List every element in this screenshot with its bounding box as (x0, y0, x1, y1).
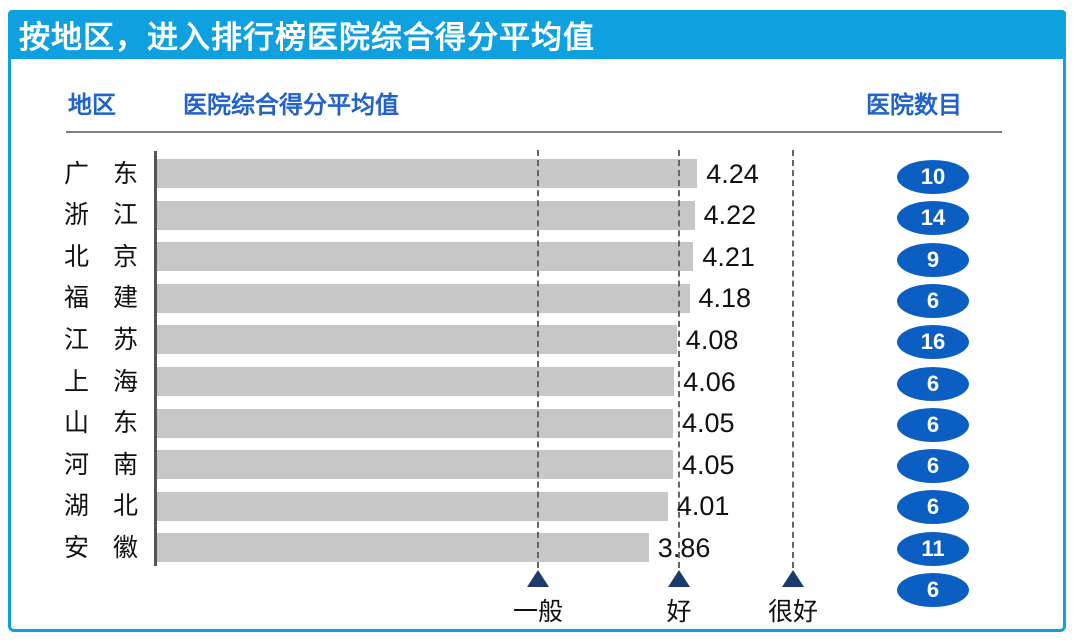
region-label: 河南 (64, 450, 138, 480)
triangle-marker-icon (782, 570, 804, 587)
score-value-label: 4.24 (706, 158, 759, 189)
region-label-char: 湖 (64, 492, 90, 521)
region-label-char: 京 (112, 242, 138, 271)
region-label: 浙江 (64, 200, 138, 230)
column-header-count: 医院数目 (866, 92, 962, 119)
score-bar (157, 242, 694, 272)
score-bar (157, 408, 673, 438)
region-label-char: 广 (64, 159, 90, 188)
region-label: 安徽 (64, 533, 138, 563)
score-bar (157, 491, 668, 521)
region-label-char: 苏 (112, 325, 138, 354)
score-value-label: 4.05 (682, 449, 735, 480)
region-label-char: 建 (112, 284, 138, 313)
triangle-marker-icon (527, 570, 549, 587)
y-axis-line (154, 151, 157, 566)
score-value-label: 4.08 (685, 324, 739, 355)
reference-dashed-line (537, 150, 539, 568)
score-value-label: 4.01 (676, 491, 730, 522)
score-value-label: 3.86 (657, 532, 711, 563)
region-label-char: 南 (112, 450, 138, 479)
score-value-label: 4.18 (698, 283, 752, 314)
hospital-count-badge: 6 (897, 573, 969, 607)
score-bar (157, 283, 690, 313)
hospital-count-badge: 6 (897, 449, 969, 484)
triangle-marker-icon (668, 570, 690, 587)
column-header-region: 地区 (68, 92, 116, 119)
region-label-char: 东 (112, 409, 138, 438)
score-value-label: 4.21 (702, 241, 755, 272)
hospital-count-badge: 16 (897, 325, 969, 360)
hospital-count-badge: 6 (897, 407, 969, 442)
score-bar (157, 325, 677, 355)
hospital-count-badge: 11 (897, 531, 969, 566)
region-label: 湖北 (64, 491, 138, 521)
marker-label: 一般 (512, 598, 564, 626)
region-label: 广东 (64, 159, 138, 189)
hospital-count-badge: 14 (897, 201, 969, 236)
region-label-char: 徽 (112, 533, 138, 562)
region-label-char: 安 (64, 533, 90, 562)
region-label-char: 上 (64, 367, 90, 396)
header-underline (66, 131, 1002, 133)
region-label-char: 江 (64, 325, 90, 354)
hospital-count-badge: 9 (897, 242, 969, 277)
region-label-char: 江 (112, 201, 138, 230)
region-label-char: 福 (64, 284, 90, 313)
score-bar (157, 200, 695, 230)
region-label-char: 北 (112, 492, 138, 521)
region-label-char: 东 (112, 159, 138, 188)
hospital-count-badge: 6 (897, 490, 969, 525)
score-bar (157, 159, 698, 188)
region-label-char: 河 (64, 450, 90, 479)
score-value-label: 4.05 (682, 408, 735, 439)
region-label: 山东 (64, 408, 138, 438)
hospital-count-badge: 10 (897, 160, 969, 194)
region-label: 福建 (64, 283, 138, 313)
score-bar (157, 367, 675, 396)
region-label: 上海 (64, 367, 138, 397)
region-label-char: 浙 (64, 201, 90, 230)
hospital-count-badge: 6 (897, 366, 969, 401)
region-label: 北京 (64, 242, 138, 272)
reference-dashed-line (678, 150, 680, 568)
score-value-label: 4.06 (683, 366, 736, 397)
column-header-score: 医院综合得分平均值 (183, 92, 399, 119)
region-label-char: 海 (112, 367, 138, 396)
page-title: 按地区，进入排行榜医院综合得分平均值 (19, 20, 595, 55)
reference-dashed-line (792, 150, 794, 568)
marker-label: 很好 (767, 598, 819, 626)
score-bar (157, 533, 649, 563)
marker-label: 好 (666, 598, 692, 626)
title-bar: 按地区，进入排行榜医院综合得分平均值 (8, 10, 1066, 59)
hospital-count-badge: 6 (897, 283, 969, 318)
score-value-label: 4.22 (703, 200, 757, 231)
region-label-char: 北 (64, 242, 90, 271)
score-bar (157, 450, 673, 480)
region-label-char: 山 (64, 409, 90, 438)
region-label: 江苏 (64, 325, 138, 355)
